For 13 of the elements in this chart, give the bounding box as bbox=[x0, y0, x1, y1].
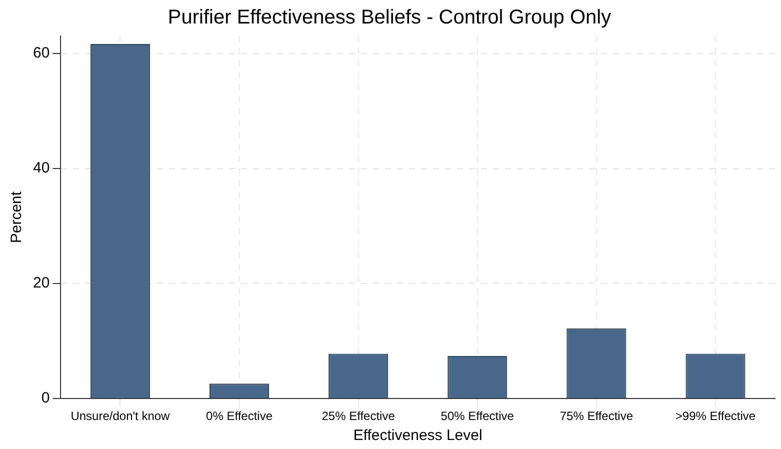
x-axis-title: Effectiveness Level bbox=[353, 427, 482, 444]
x-tick-label: 75% Effective bbox=[560, 409, 634, 424]
chart-title: Purifier Effectiveness Beliefs - Control Group Only bbox=[168, 6, 612, 29]
x-tick-label: >99% Effective bbox=[675, 409, 756, 424]
y-axis-title: Percent bbox=[8, 190, 26, 244]
y-tick-label: 20 bbox=[32, 274, 50, 292]
x-tick-label: 25% Effective bbox=[322, 409, 396, 424]
x-tick-label: 50% Effective bbox=[440, 409, 514, 424]
y-tick-label: 40 bbox=[32, 160, 50, 177]
x-tick-label: Unsure/don't know bbox=[70, 409, 170, 424]
y-tick-label: 0 bbox=[41, 390, 50, 407]
y-tick-label: 60 bbox=[32, 44, 50, 62]
x-tick-label: 0% Effective bbox=[206, 409, 273, 424]
